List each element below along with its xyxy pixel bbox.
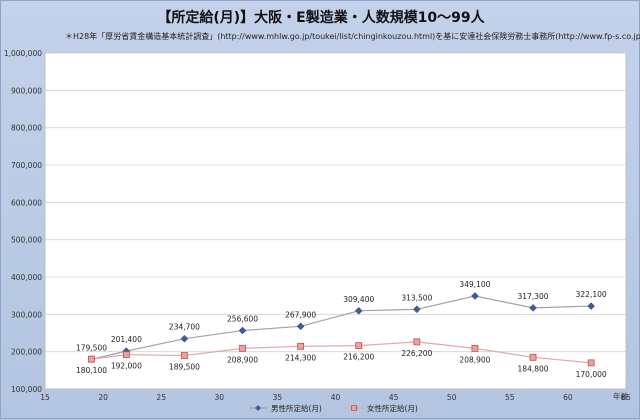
data-label: 267,900: [285, 310, 316, 319]
data-label: 179,500: [76, 343, 107, 352]
y-tick-label: 200,000: [11, 348, 42, 357]
y-tick-label: 700,000: [11, 161, 42, 170]
data-point-female: [122, 351, 130, 359]
data-point-male: [471, 292, 479, 300]
x-tick-label: 55: [505, 393, 515, 402]
data-label: 208,900: [459, 355, 490, 364]
x-axis-label: 年齢: [613, 391, 628, 401]
data-label: 256,600: [227, 315, 258, 324]
data-point-female: [181, 352, 188, 359]
data-label: 317,300: [518, 292, 549, 301]
x-tick-label: 35: [273, 393, 283, 402]
y-tick-label: 100,000: [11, 385, 42, 394]
legend-marker: [351, 405, 357, 411]
data-label: 170,000: [576, 370, 607, 379]
y-tick-label: 1,000,000: [4, 49, 42, 58]
x-tick-label: 45: [389, 393, 399, 402]
gridlines: [45, 52, 626, 353]
series-line-1: [91, 341, 592, 364]
data-label: 313,500: [401, 293, 432, 302]
x-tick-label: 25: [156, 393, 166, 402]
data-point-female: [471, 344, 479, 352]
data-point-female: [529, 353, 537, 361]
data-label: 184,800: [518, 364, 549, 373]
data-point-female: [297, 342, 305, 350]
y-tick-label: 300,000: [11, 310, 42, 319]
data-point-male: [180, 334, 189, 343]
y-tick-label: 900,000: [11, 86, 42, 95]
series-layer: [87, 292, 595, 367]
data-point-female: [88, 355, 95, 363]
legend-entry: 女性所定給(月): [367, 403, 418, 413]
data-label: 216,200: [343, 353, 374, 362]
legend: 男性所定給(月) 女性所定給(月): [249, 403, 418, 413]
data-label: 322,100: [576, 290, 607, 299]
data-label: 309,400: [343, 295, 374, 304]
data-label: 226,200: [401, 349, 432, 358]
x-tick-label: 60: [563, 393, 573, 402]
data-point-female: [239, 344, 246, 352]
chart-title: 【所定給(月)】大阪・E製造業・人数規模10～99人: [157, 10, 485, 26]
series-line-0: [91, 295, 592, 360]
data-point-male: [587, 302, 595, 310]
y-tick-label: 600,000: [11, 198, 42, 207]
x-tick-label: 50: [447, 393, 457, 402]
data-point-male: [296, 322, 305, 331]
data-label: 234,700: [169, 323, 200, 332]
data-labels: 179,500 201,400 234,700 256,600 267,900 309,4…: [76, 280, 607, 379]
data-point-male: [529, 304, 537, 312]
data-point-female: [587, 359, 595, 367]
y-tick-label: 800,000: [11, 124, 42, 133]
data-point-female: [413, 338, 421, 346]
legend-marker: [255, 405, 261, 411]
data-point-male: [238, 326, 247, 335]
x-tick-label: 30: [215, 393, 225, 402]
x-tick-label: 65: [621, 393, 631, 402]
x-tick-label: 40: [331, 393, 341, 402]
y-tick-label: 400,000: [11, 273, 42, 282]
plot-area: [44, 52, 627, 390]
data-label: 214,300: [285, 353, 316, 362]
x-tick-label: 20: [98, 393, 108, 402]
chart-subtitle: ＊H28年「厚労省賃金構造基本統計調査」(http://www.mhlw.go.…: [65, 32, 640, 41]
data-label: 208,900: [227, 355, 258, 364]
data-label: 349,100: [459, 280, 490, 289]
data-label: 180,100: [76, 366, 107, 375]
x-tick-label: 15: [40, 393, 50, 402]
data-point-male: [354, 306, 363, 315]
data-label: 192,000: [111, 362, 142, 371]
axis-ticks: 100,000 200,000 300,000 400,000 500,000 600,0…: [4, 49, 631, 402]
data-label: 189,500: [169, 363, 200, 372]
legend-entry: 男性所定給(月): [271, 403, 322, 413]
data-point-male: [412, 305, 421, 314]
data-point-female: [355, 342, 363, 350]
y-tick-label: 500,000: [11, 236, 42, 245]
data-label: 201,400: [111, 335, 142, 344]
